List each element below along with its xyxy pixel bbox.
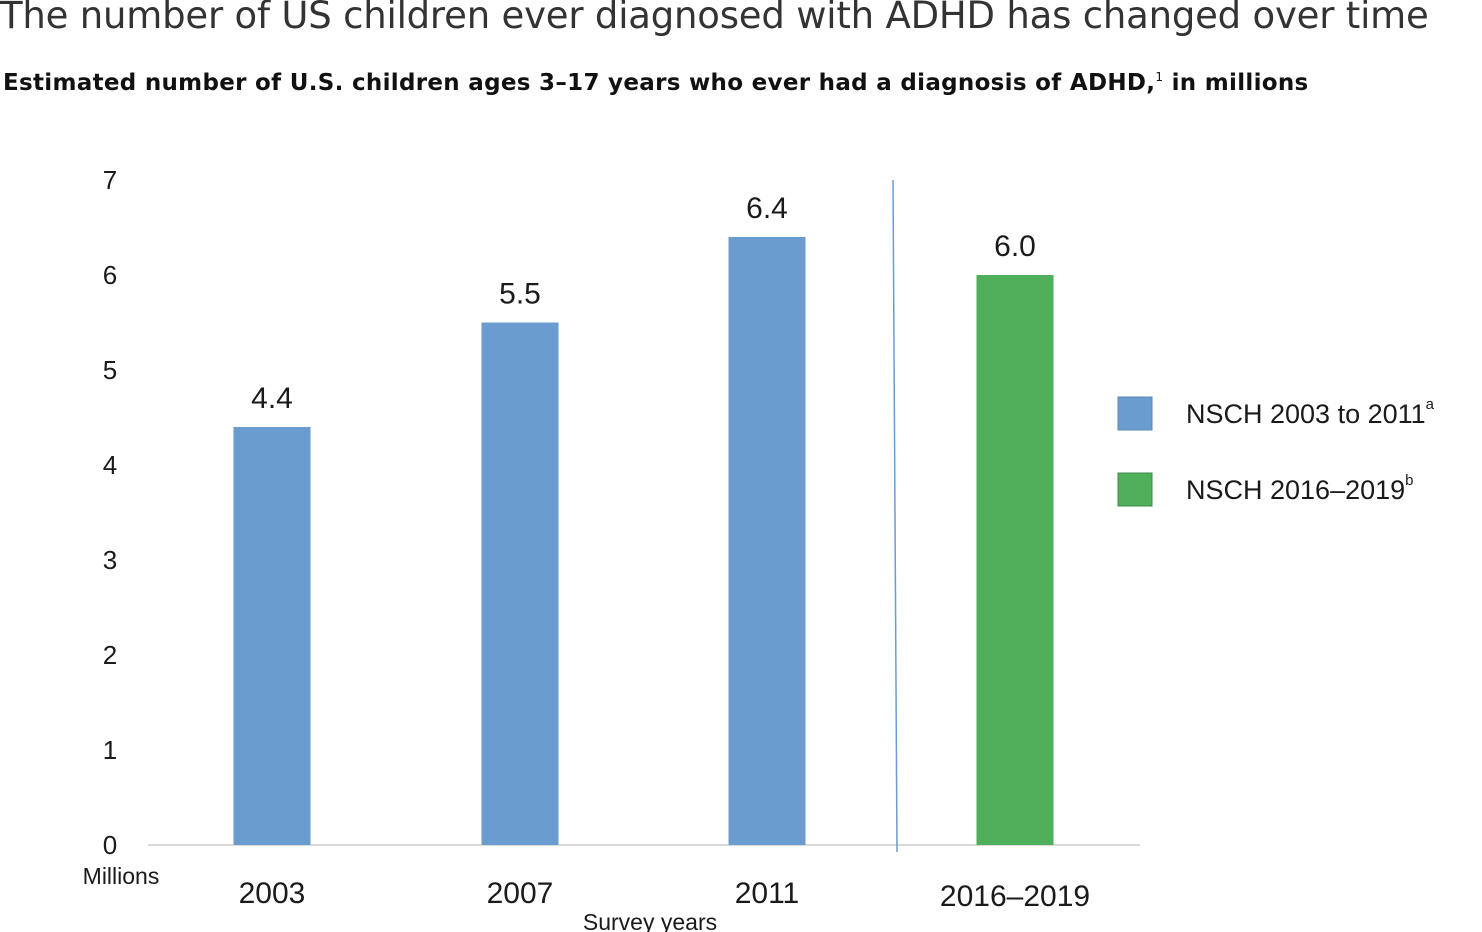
- x-category-label: 2016–2019: [940, 880, 1090, 913]
- x-axis-label: Survey years: [583, 909, 717, 932]
- x-category-label: 2003: [239, 877, 306, 910]
- legend-series-name: NSCH 2003 to 2011: [1186, 399, 1426, 429]
- legend-footnote: b: [1405, 472, 1413, 489]
- subtitle-suffix: in millions: [1163, 70, 1309, 96]
- legend-series-name: NSCH 2016–2019: [1186, 475, 1405, 505]
- bar: [976, 275, 1054, 845]
- y-tick-label: 4: [103, 450, 117, 480]
- y-tick-label: 0: [103, 830, 117, 860]
- legend-label: NSCH 2016–2019b: [1186, 472, 1414, 505]
- y-tick-label: 7: [103, 165, 117, 195]
- legend-swatch: [1117, 396, 1153, 431]
- series-divider-line: [892, 179, 898, 853]
- bar: [728, 237, 806, 845]
- legend-swatch: [1117, 472, 1153, 507]
- bars-group: [233, 237, 1054, 845]
- x-category-label: 2011: [735, 877, 800, 910]
- y-tick-label: 6: [103, 260, 117, 290]
- y-unit-label: Millions: [83, 863, 160, 889]
- page-title: The number of US children ever diagnosed…: [0, 0, 1429, 37]
- legend: NSCH 2003 to 2011a NSCH 2016–2019b: [1117, 396, 1435, 507]
- y-tick-label: 1: [103, 735, 117, 765]
- y-tick-label: 5: [103, 355, 117, 385]
- subtitle-text: Estimated number of U.S. children ages 3…: [3, 70, 1156, 96]
- bar-value-label: 5.5: [499, 278, 541, 311]
- bar-value-label: 6.4: [746, 192, 788, 225]
- legend-footnote: a: [1426, 396, 1435, 413]
- bar: [233, 427, 311, 845]
- y-tick-label: 3: [103, 545, 117, 575]
- bar: [481, 322, 559, 845]
- value-labels-group: 4.4 5.5 6.4 6.0: [251, 192, 1036, 415]
- legend-item: NSCH 2003 to 2011a: [1117, 396, 1435, 431]
- page-subtitle: Estimated number of U.S. children ages 3…: [3, 70, 1309, 96]
- category-labels-group: 2003 2007 2011 2016–2019: [239, 877, 1090, 913]
- legend-item: NSCH 2016–2019b: [1117, 472, 1414, 507]
- subtitle-footnote: 1: [1155, 70, 1164, 84]
- bar-value-label: 4.4: [251, 382, 293, 415]
- y-tick-label: 2: [103, 640, 117, 670]
- x-category-label: 2007: [487, 877, 554, 910]
- bar-value-label: 6.0: [994, 230, 1036, 263]
- y-axis-ticks: 0 1 2 3 4 5 6 7: [103, 165, 117, 860]
- legend-label: NSCH 2003 to 2011a: [1186, 396, 1435, 429]
